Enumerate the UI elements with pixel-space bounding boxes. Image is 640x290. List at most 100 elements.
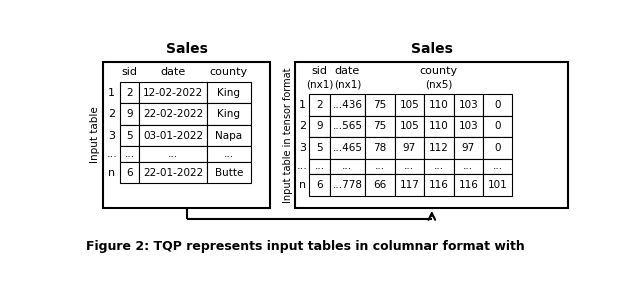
Bar bbox=[139, 125, 207, 146]
Text: n: n bbox=[108, 168, 115, 178]
Text: Input table in tensor format: Input table in tensor format bbox=[283, 67, 292, 203]
Bar bbox=[120, 125, 139, 146]
Text: 116: 116 bbox=[458, 180, 478, 190]
Bar bbox=[395, 116, 424, 137]
Bar bbox=[139, 146, 207, 162]
Text: county: county bbox=[420, 66, 458, 76]
Text: (nx1): (nx1) bbox=[333, 80, 361, 90]
Bar bbox=[296, 62, 568, 208]
Bar bbox=[120, 82, 139, 103]
Bar bbox=[483, 159, 513, 174]
Text: 22-02-2022: 22-02-2022 bbox=[143, 109, 203, 119]
Text: (nx1): (nx1) bbox=[306, 80, 333, 90]
Text: 105: 105 bbox=[399, 100, 419, 110]
Text: 9: 9 bbox=[126, 109, 133, 119]
Text: Sales: Sales bbox=[166, 41, 207, 56]
Bar bbox=[365, 174, 395, 196]
Text: 12-02-2022: 12-02-2022 bbox=[143, 88, 203, 97]
Text: 2: 2 bbox=[299, 122, 306, 131]
Text: Butte: Butte bbox=[214, 168, 243, 178]
Text: ...: ... bbox=[493, 162, 503, 171]
Text: sid: sid bbox=[122, 67, 138, 77]
Bar bbox=[424, 174, 454, 196]
Text: 1: 1 bbox=[108, 88, 115, 97]
Bar bbox=[395, 137, 424, 159]
Bar bbox=[395, 159, 424, 174]
Text: ...: ... bbox=[297, 162, 308, 171]
Text: 103: 103 bbox=[458, 100, 478, 110]
Bar bbox=[365, 116, 395, 137]
Bar bbox=[454, 174, 483, 196]
Bar bbox=[309, 94, 330, 116]
Bar bbox=[139, 82, 207, 103]
Bar bbox=[483, 94, 513, 116]
Text: 2: 2 bbox=[108, 109, 115, 119]
Text: 110: 110 bbox=[429, 122, 449, 131]
Bar bbox=[454, 159, 483, 174]
Text: 97: 97 bbox=[403, 143, 416, 153]
Bar bbox=[120, 162, 139, 183]
Bar bbox=[395, 94, 424, 116]
Bar bbox=[139, 162, 207, 183]
Text: 117: 117 bbox=[399, 180, 419, 190]
Bar bbox=[454, 137, 483, 159]
Text: ...: ... bbox=[125, 149, 134, 159]
Text: ...778: ...778 bbox=[332, 180, 362, 190]
Text: 9: 9 bbox=[316, 122, 323, 131]
Bar bbox=[483, 137, 513, 159]
Text: ...: ... bbox=[463, 162, 474, 171]
Text: (nx5): (nx5) bbox=[425, 80, 452, 90]
Bar bbox=[120, 103, 139, 125]
Bar bbox=[103, 62, 270, 208]
Text: ...: ... bbox=[342, 162, 353, 171]
Text: 0: 0 bbox=[495, 122, 501, 131]
Text: ...565: ...565 bbox=[332, 122, 362, 131]
Bar bbox=[365, 137, 395, 159]
Text: county: county bbox=[210, 67, 248, 77]
Text: 3: 3 bbox=[108, 131, 115, 141]
Text: 5: 5 bbox=[316, 143, 323, 153]
Text: 0: 0 bbox=[495, 143, 501, 153]
Text: date: date bbox=[161, 67, 186, 77]
Text: 75: 75 bbox=[373, 100, 387, 110]
Bar bbox=[330, 94, 365, 116]
Bar bbox=[120, 146, 139, 162]
Text: 103: 103 bbox=[458, 122, 478, 131]
Bar bbox=[207, 103, 250, 125]
Text: 66: 66 bbox=[373, 180, 387, 190]
Bar bbox=[330, 159, 365, 174]
Bar bbox=[207, 162, 250, 183]
Bar bbox=[483, 116, 513, 137]
Bar bbox=[330, 116, 365, 137]
Text: Napa: Napa bbox=[215, 131, 243, 141]
Text: King: King bbox=[218, 109, 240, 119]
Bar bbox=[207, 146, 250, 162]
Text: ...: ... bbox=[314, 162, 324, 171]
Bar bbox=[483, 174, 513, 196]
Text: Figure 2: TQP represents input tables in columnar format with: Figure 2: TQP represents input tables in… bbox=[86, 240, 525, 253]
Bar bbox=[330, 137, 365, 159]
Text: ...465: ...465 bbox=[332, 143, 362, 153]
Text: ...: ... bbox=[224, 149, 234, 159]
Text: n: n bbox=[299, 180, 306, 190]
Text: 105: 105 bbox=[399, 122, 419, 131]
Text: 110: 110 bbox=[429, 100, 449, 110]
Bar bbox=[207, 82, 250, 103]
Bar bbox=[309, 137, 330, 159]
Text: sid: sid bbox=[312, 66, 328, 76]
Text: ...: ... bbox=[434, 162, 444, 171]
Text: 116: 116 bbox=[429, 180, 449, 190]
Text: 1: 1 bbox=[299, 100, 306, 110]
Bar bbox=[424, 137, 454, 159]
Bar bbox=[365, 94, 395, 116]
Bar bbox=[424, 116, 454, 137]
Bar bbox=[365, 159, 395, 174]
Bar bbox=[309, 174, 330, 196]
Text: Input table: Input table bbox=[90, 106, 100, 163]
Bar bbox=[207, 125, 250, 146]
Text: 112: 112 bbox=[429, 143, 449, 153]
Bar bbox=[139, 103, 207, 125]
Text: 101: 101 bbox=[488, 180, 508, 190]
Bar bbox=[309, 159, 330, 174]
Text: 22-01-2022: 22-01-2022 bbox=[143, 168, 203, 178]
